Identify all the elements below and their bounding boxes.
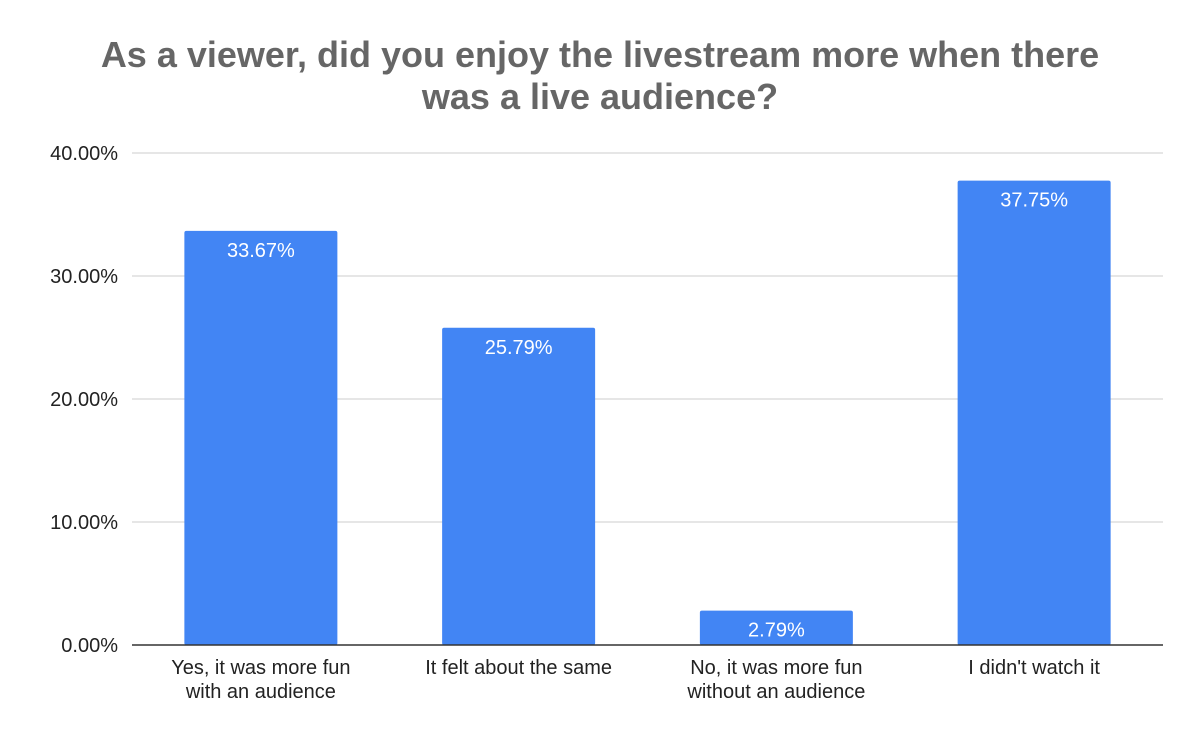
x-tick-label: It felt about the same <box>425 657 612 679</box>
y-tick-label: 10.00% <box>50 512 118 534</box>
x-tick-label: Yes, it was more fun with an audience <box>171 657 350 703</box>
bar <box>699 610 853 645</box>
chart-title-line-2: was a live audience? <box>421 76 779 117</box>
data-labels: 33.67% 25.79% 2.79% 37.75% <box>227 190 1068 642</box>
x-tick-label: I didn't watch it <box>968 657 1100 679</box>
x-tick-label-line: No, it was more fun <box>690 657 862 679</box>
x-tick-label-line: without an audience <box>686 681 865 703</box>
x-tick-label: No, it was more fun without an audience <box>686 657 865 703</box>
y-tick-label: 40.00% <box>50 143 118 165</box>
y-tick-label: 0.00% <box>61 635 118 657</box>
x-axis-ticks: Yes, it was more fun with an audience It f… <box>171 657 1100 703</box>
x-tick-label-line: It felt about the same <box>425 657 612 679</box>
y-tick-label: 30.00% <box>50 266 118 288</box>
bar <box>442 327 596 645</box>
bar <box>957 180 1111 646</box>
bars <box>184 180 1111 646</box>
bar <box>184 230 338 645</box>
data-label: 33.67% <box>227 240 295 262</box>
x-tick-label-line: Yes, it was more fun <box>171 657 350 679</box>
chart-title: As a viewer, did you enjoy the livestrea… <box>0 34 1200 118</box>
x-tick-label-line: I didn't watch it <box>968 657 1100 679</box>
x-tick-label-line: with an audience <box>185 681 336 703</box>
data-label: 2.79% <box>748 620 805 642</box>
chart-title-line-1: As a viewer, did you enjoy the livestrea… <box>100 34 1100 75</box>
data-label: 25.79% <box>485 337 553 359</box>
data-label: 37.75% <box>1000 190 1068 212</box>
y-axis-ticks: 0.00% 10.00% 20.00% 30.00% 40.00% <box>50 143 118 657</box>
y-tick-label: 20.00% <box>50 389 118 411</box>
